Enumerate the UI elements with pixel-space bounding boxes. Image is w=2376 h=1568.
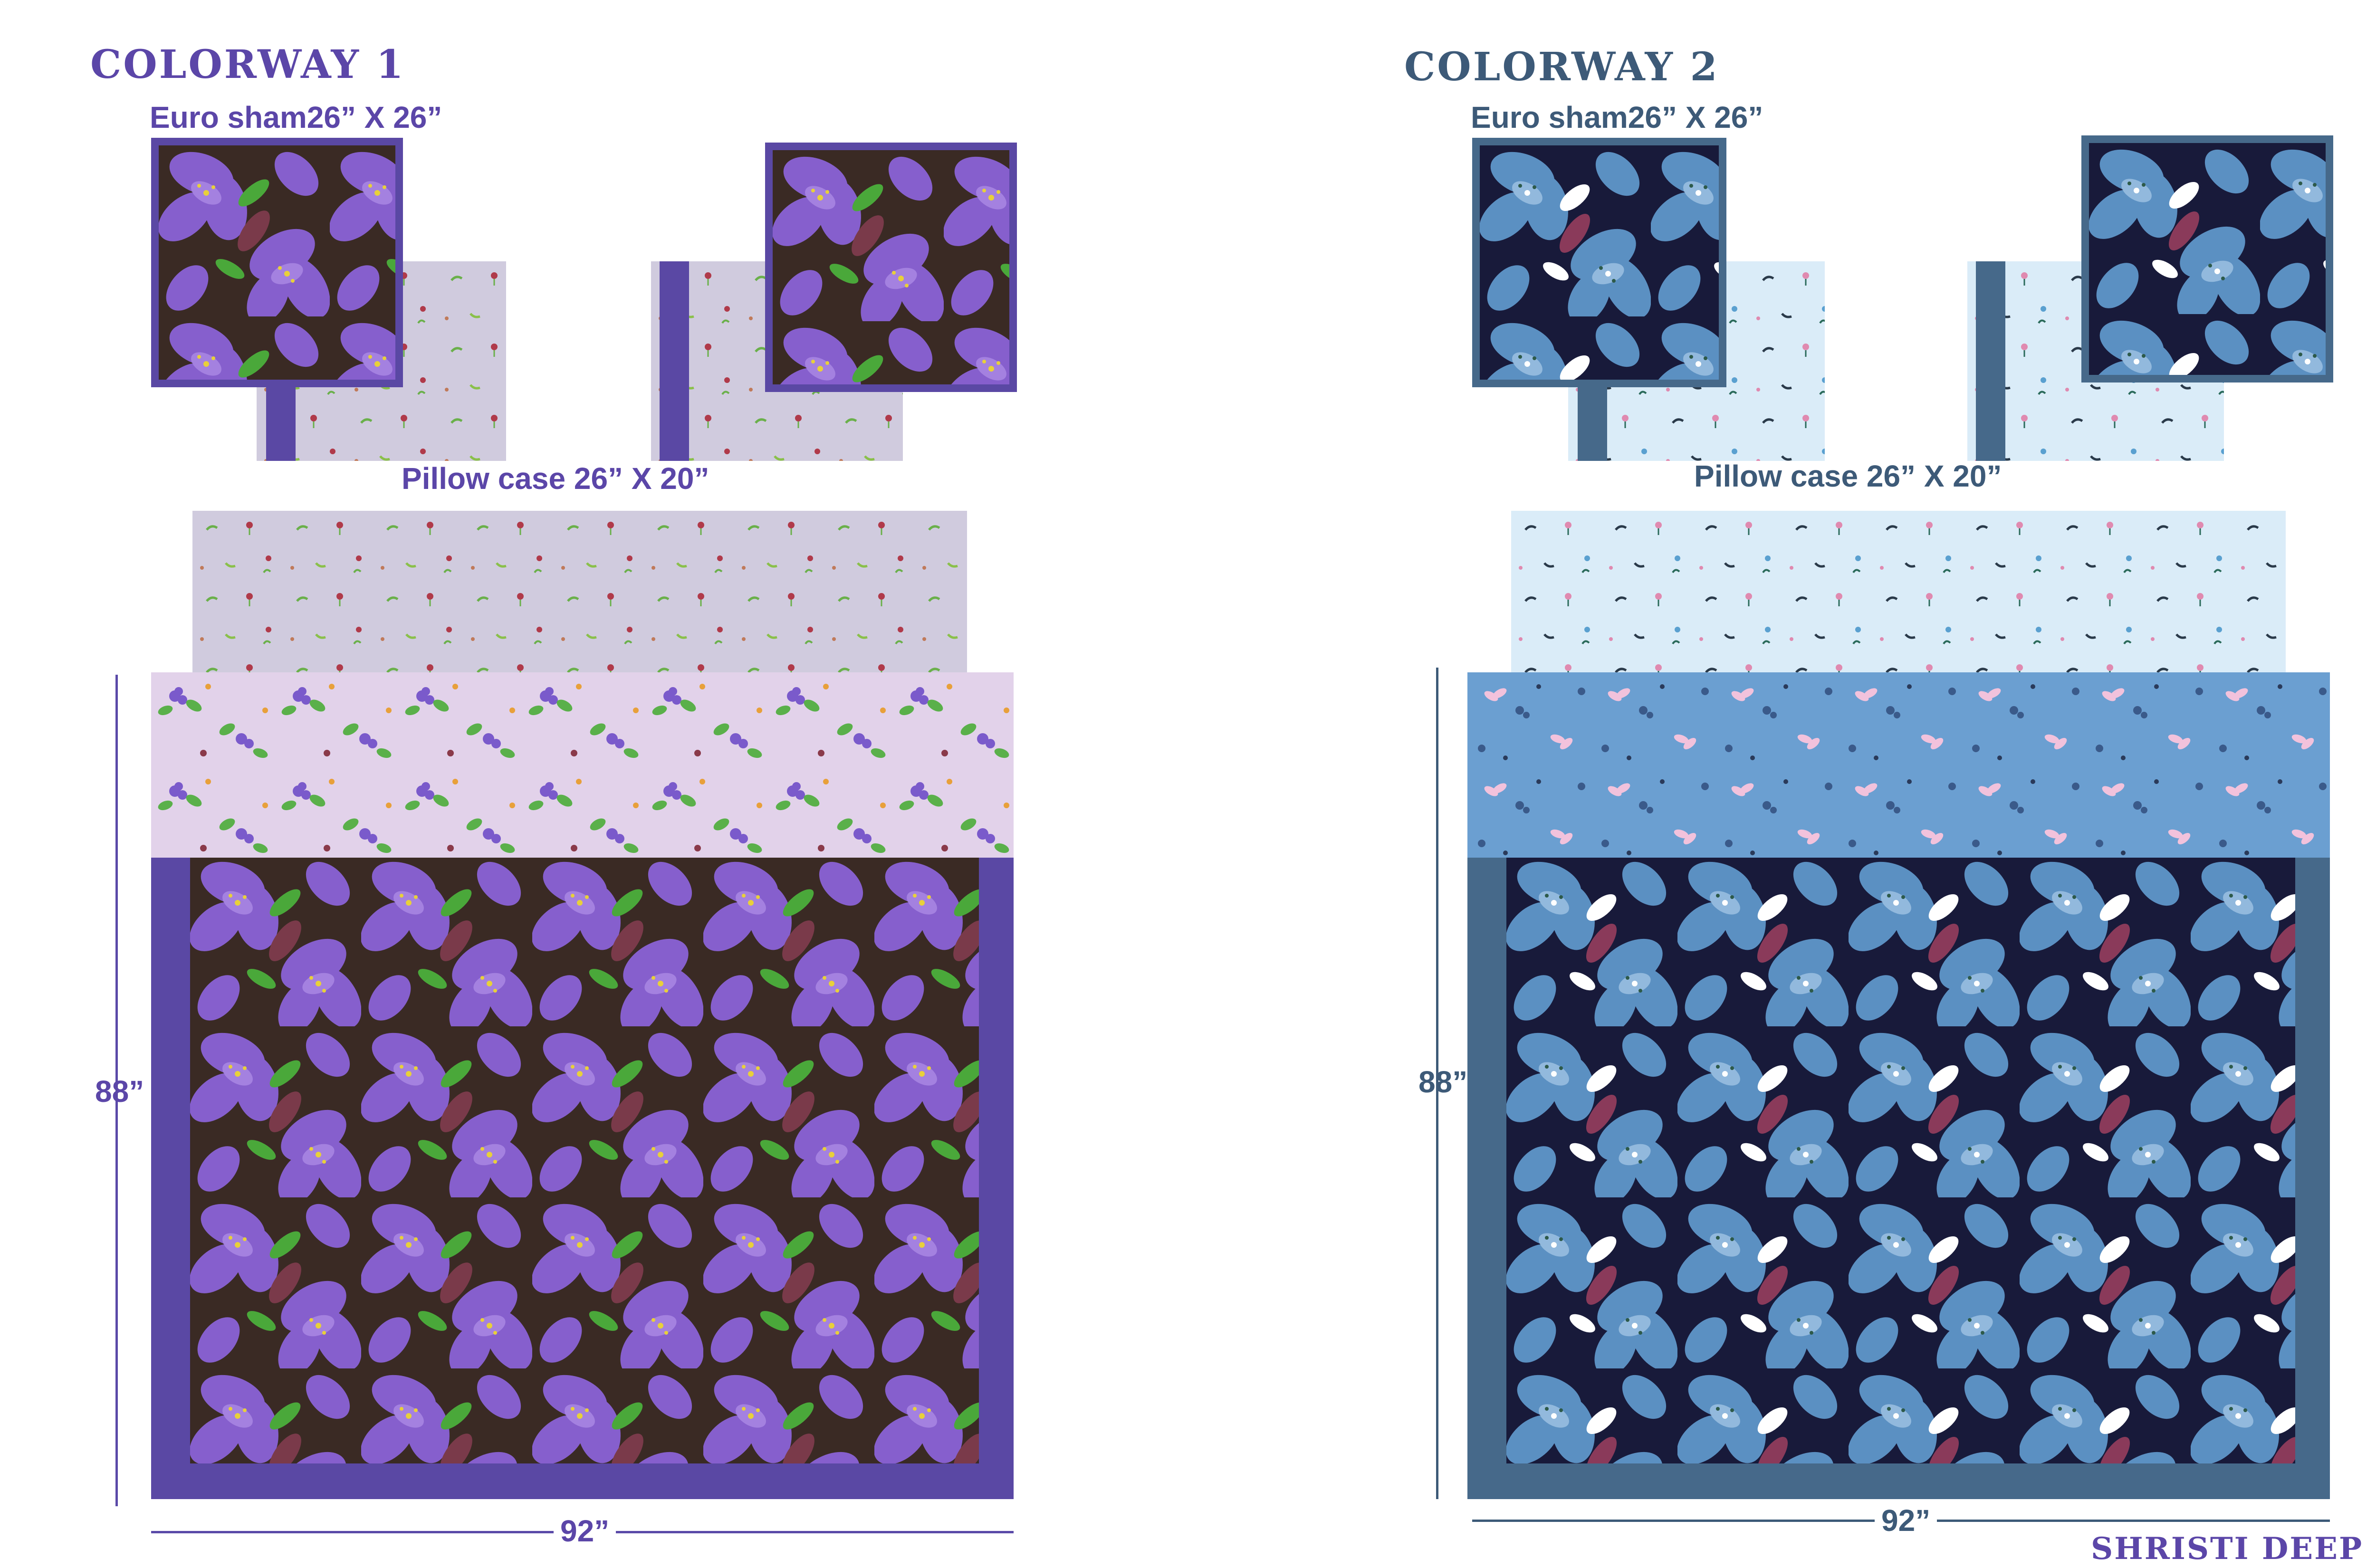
colorway2-pillow-case-label: Pillow case 26” X 20” (1694, 459, 2002, 493)
colorway2-duvet-top-band (1467, 672, 2330, 858)
colorway1-pillow-case-label: Pillow case 26” X 20” (402, 461, 709, 496)
colorway2-duvet-center-print (1506, 855, 2295, 1463)
colorway2-title: COLORWAY 2 (1404, 44, 1719, 90)
colorway1-title: COLORWAY 1 (90, 42, 405, 87)
colorway1-height-dimension-line (115, 675, 118, 1506)
colorway1-pillow-sham-top (192, 511, 967, 675)
colorway1-euro-sham-right (765, 143, 1017, 392)
colorway2-pillow-sham-top (1511, 511, 2286, 675)
colorway1-pillow-case-right-hem (660, 261, 689, 461)
designer-signature: SHRISTI DEEP (2091, 1531, 2364, 1567)
colorway2-height-dimension-line (1436, 668, 1438, 1499)
colorway1-height-label: 88” (95, 1074, 144, 1109)
colorway1-euro-sham-label: Euro sham26” X 26” (150, 100, 442, 134)
colorway2-euro-sham-left (1472, 138, 1726, 387)
colorway2-euro-sham-right (2081, 135, 2333, 382)
colorway2-pillow-case-right-hem (1976, 261, 2005, 461)
colorway2-width-label: 92” (1875, 1505, 1937, 1536)
colorway1-duvet-center-print (190, 855, 979, 1463)
colorway2-euro-sham-label: Euro sham26” X 26” (1471, 100, 1763, 134)
colorway2-height-label: 88” (1418, 1065, 1468, 1099)
colorway1-width-label: 92” (554, 1516, 616, 1546)
colorway1-euro-sham-left (151, 138, 403, 387)
colorway1-duvet-top-band (151, 672, 1014, 858)
